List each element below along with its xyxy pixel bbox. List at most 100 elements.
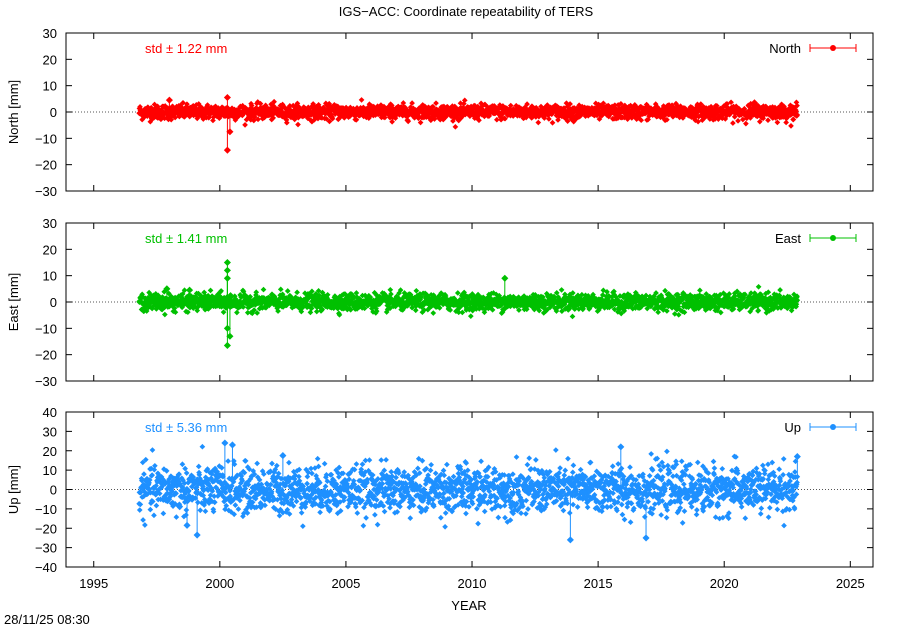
y-tick-label: 30: [43, 26, 57, 41]
data-point: [405, 118, 411, 125]
data-point: [382, 114, 388, 121]
data-point: [257, 100, 264, 107]
data-point: [140, 517, 146, 523]
outlier-point: [186, 286, 194, 294]
outlier-point: [223, 341, 231, 349]
data-point: [179, 461, 186, 468]
data-point: [277, 286, 284, 293]
y-tick-label: 10: [43, 269, 57, 284]
y-tick-label: −30: [35, 541, 57, 556]
data-point: [755, 307, 762, 314]
data-point: [149, 447, 156, 453]
data-point: [755, 283, 762, 290]
y-tick-label: 0: [50, 295, 57, 310]
y-tick-label: 30: [43, 216, 57, 231]
data-point: [225, 458, 231, 464]
data-point: [494, 116, 500, 123]
data-point: [287, 103, 293, 109]
data-series-east: [136, 258, 801, 349]
data-point: [535, 119, 542, 126]
data-point: [182, 465, 188, 472]
data-point: [502, 115, 508, 122]
data-point: [270, 115, 277, 121]
y-tick-label: −10: [35, 321, 57, 336]
data-point: [255, 116, 261, 123]
outlier-point: [223, 266, 231, 274]
chart-panels: −30 −20 −10 0 10 20 30 North [mm] std ± 1.22 mm N…: [6, 26, 874, 591]
data-point: [409, 100, 415, 106]
data-point: [467, 313, 474, 319]
x-tick-label: 1995: [79, 576, 108, 591]
data-point: [234, 309, 240, 316]
data-point: [307, 309, 314, 316]
x-axis-label: YEAR: [451, 598, 486, 613]
data-point: [524, 101, 530, 107]
x-tick-label: 2000: [205, 576, 234, 591]
y-tick-label: −10: [35, 502, 57, 517]
data-point: [207, 287, 214, 294]
data-point: [173, 514, 180, 520]
data-point: [389, 118, 395, 125]
data-point: [387, 286, 394, 293]
data-point: [452, 124, 459, 130]
legend-marker: [830, 235, 836, 241]
data-point: [564, 118, 571, 124]
data-point: [294, 289, 300, 296]
data-point: [162, 311, 168, 318]
data-point: [655, 309, 661, 316]
data-point: [743, 120, 749, 127]
data-point: [172, 114, 178, 121]
data-point: [549, 119, 556, 126]
y-tick-label: −20: [35, 348, 57, 363]
legend-label: East: [775, 231, 801, 246]
y-tick-label: 20: [43, 444, 57, 459]
data-point: [283, 119, 290, 126]
data-point: [235, 506, 242, 512]
y-tick-label: 20: [43, 52, 57, 67]
data-point: [457, 100, 464, 107]
data-point: [730, 120, 736, 126]
std-label: std ± 1.41 mm: [145, 231, 227, 246]
data-point: [558, 287, 565, 293]
data-point: [232, 502, 239, 508]
data-point: [199, 443, 206, 450]
data-point: [271, 98, 277, 105]
data-point: [433, 100, 439, 107]
data-point: [400, 100, 407, 106]
outlier-point: [223, 258, 231, 267]
y-tick-label: 10: [43, 79, 57, 94]
data-point: [788, 123, 794, 129]
data-point: [183, 470, 190, 476]
data-point: [353, 116, 360, 123]
data-point: [777, 287, 783, 293]
y-tick-label: 30: [43, 424, 57, 439]
legend-label: North: [769, 41, 801, 56]
outlier-point: [501, 274, 509, 282]
std-label: std ± 5.36 mm: [145, 420, 227, 435]
data-point: [567, 101, 573, 107]
data-point: [431, 116, 438, 122]
data-point: [417, 119, 424, 126]
data-point: [476, 117, 482, 124]
data-point: [183, 507, 190, 513]
y-tick-label: 40: [43, 405, 57, 420]
data-point: [168, 116, 175, 123]
data-point: [295, 121, 301, 128]
data-point: [202, 508, 209, 515]
outlier-point: [223, 93, 231, 102]
y-axis-label: Up [mm]: [6, 465, 21, 514]
y-tick-label: −40: [35, 560, 57, 575]
y-axis-label: North [mm]: [6, 80, 21, 144]
data-point: [153, 502, 160, 509]
data-point: [569, 313, 576, 320]
x-tick-label: 2010: [458, 576, 487, 591]
legend-label: Up: [784, 420, 801, 435]
data-point: [151, 512, 157, 519]
outlier-point: [165, 96, 173, 104]
data-point: [260, 286, 267, 293]
data-point: [147, 506, 154, 513]
data-point: [461, 97, 468, 104]
std-label: std ± 1.22 mm: [145, 41, 227, 56]
